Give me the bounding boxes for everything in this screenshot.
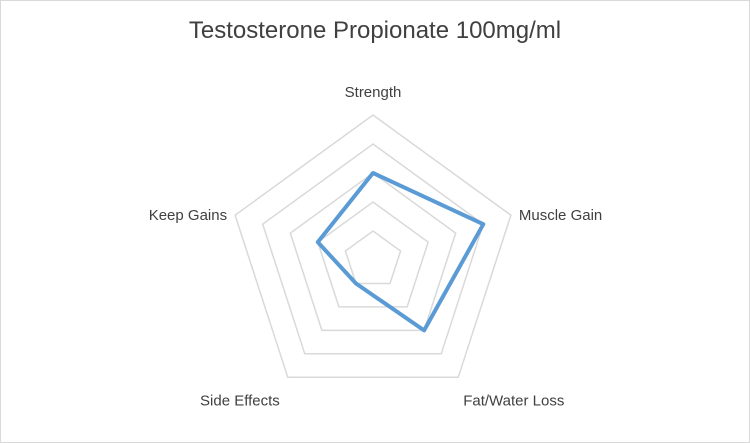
grid-ring-2 (316, 201, 430, 308)
axis-label-strength: Strength (345, 84, 402, 101)
axis-label-keep-gains: Keep Gains (149, 207, 227, 224)
radar-axis-labels: Strength Muscle Gain Fat/Water Loss Side Ef… (149, 84, 603, 409)
axis-label-muscle-gain: Muscle Gain (519, 207, 602, 224)
grid-ring-3 (289, 172, 457, 332)
series-line-0 (315, 171, 486, 333)
radar-grid (234, 114, 512, 379)
radar-series (315, 171, 486, 333)
grid-ring-4 (261, 143, 485, 355)
grid-ring-5 (234, 114, 512, 379)
grid-ring-1 (344, 230, 402, 285)
chart-title: Testosterone Propionate 100mg/ml (188, 17, 562, 44)
axis-label-side-effects: Side Effects (200, 392, 280, 409)
axis-label-fat-water-loss: Fat/Water Loss (463, 392, 564, 409)
